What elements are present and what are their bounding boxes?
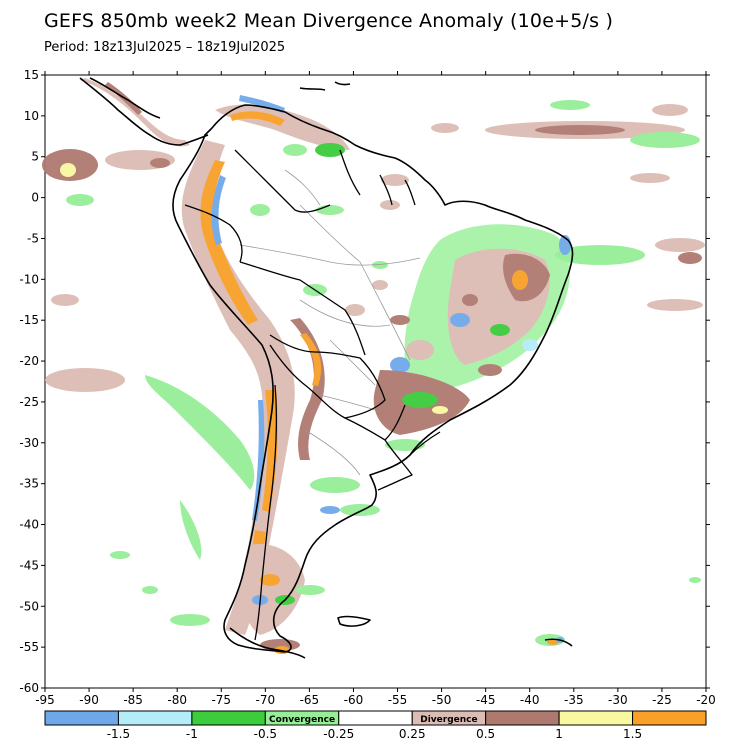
y-tick-label: -25 bbox=[19, 395, 39, 409]
country-borders bbox=[184, 149, 441, 641]
x-tick-label: -45 bbox=[476, 693, 496, 707]
colorbar-label: 1 bbox=[555, 727, 563, 741]
y-tick-label: 0 bbox=[31, 191, 39, 205]
x-tick-label: -50 bbox=[432, 693, 452, 707]
x-tick-label: -80 bbox=[167, 693, 187, 707]
x-tick-label: -90 bbox=[79, 693, 99, 707]
period-label: Period: 18z13Jul2025 – 18z19Jul2025 bbox=[44, 40, 286, 55]
colorbar-label: -1 bbox=[186, 727, 198, 741]
x-tick-label: -25 bbox=[652, 693, 672, 707]
x-tick-label: -70 bbox=[256, 693, 276, 707]
x-tick-label: -20 bbox=[696, 693, 716, 707]
x-axis: -95 -90 -85 -80 -75 -70 -65 -60 -55 -50 -45 -40 -35 -… bbox=[35, 71, 716, 707]
colorbar-label: -0.25 bbox=[323, 727, 354, 741]
colorbar-swatch bbox=[44, 710, 119, 726]
y-tick-label: -10 bbox=[19, 272, 39, 286]
x-tick-label: -40 bbox=[520, 693, 540, 707]
y-tick-label: 5 bbox=[31, 150, 39, 164]
y-tick-label: -20 bbox=[19, 354, 39, 368]
y-tick-label: 15 bbox=[24, 68, 39, 82]
colorbar-label: -0.5 bbox=[254, 727, 277, 741]
x-tick-label: -75 bbox=[211, 693, 231, 707]
chart-title: GEFS 850mb week2 Mean Divergence Anomaly… bbox=[44, 10, 614, 32]
colorbar-label: 0.5 bbox=[476, 727, 495, 741]
colorbar-label: 0.25 bbox=[399, 727, 426, 741]
y-tick-label: -45 bbox=[19, 558, 39, 572]
divergence-label: Divergence bbox=[420, 715, 477, 725]
x-tick-label: -95 bbox=[35, 693, 55, 707]
colorbar-swatch bbox=[117, 710, 193, 726]
anomaly-field bbox=[42, 78, 705, 654]
x-tick-label: -60 bbox=[344, 693, 364, 707]
internal-borders bbox=[239, 169, 421, 476]
colorbar-swatch bbox=[485, 710, 560, 726]
y-tick-label: -5 bbox=[27, 231, 39, 245]
x-tick-label: -85 bbox=[123, 693, 143, 707]
y-tick-label: 10 bbox=[24, 109, 39, 123]
colorbar-swatch bbox=[191, 710, 266, 726]
colorbar-label: 1.5 bbox=[623, 727, 642, 741]
y-tick-label: -30 bbox=[19, 436, 39, 450]
colorbar: -1.5 -1 -0.5 -0.25 0.25 0.5 1 1.5 Convergence Div… bbox=[44, 710, 707, 741]
x-tick-label: -30 bbox=[608, 693, 628, 707]
y-axis: 15 10 5 0 -5 -10 -15 -20 -25 -30 -35 -40 -45 -50 -55 -6… bbox=[19, 68, 710, 695]
colorbar-swatch bbox=[558, 710, 634, 726]
colorbar-swatch bbox=[632, 710, 707, 726]
y-tick-label: -35 bbox=[19, 477, 39, 491]
y-tick-label: -55 bbox=[19, 640, 39, 654]
colorbar-label: -1.5 bbox=[107, 727, 130, 741]
x-tick-label: -35 bbox=[564, 693, 584, 707]
y-tick-label: -15 bbox=[19, 313, 39, 327]
y-tick-label: -50 bbox=[19, 599, 39, 613]
x-tick-label: -65 bbox=[300, 693, 320, 707]
convergence-label: Convergence bbox=[269, 715, 335, 725]
y-tick-label: -60 bbox=[19, 681, 39, 695]
colorbar-swatch bbox=[338, 710, 413, 726]
coastline bbox=[79, 77, 574, 659]
y-tick-label: -40 bbox=[19, 518, 39, 532]
x-tick-label: -55 bbox=[388, 693, 408, 707]
